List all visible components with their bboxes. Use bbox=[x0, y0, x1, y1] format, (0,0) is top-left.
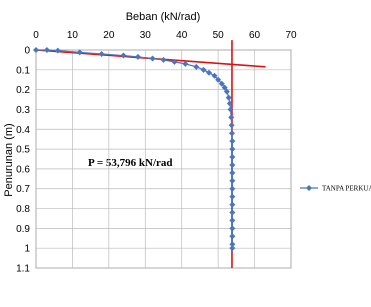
data-point bbox=[229, 177, 236, 184]
data-point bbox=[200, 66, 207, 73]
x-tick-label: 40 bbox=[176, 30, 188, 41]
y-tick-label: 0.5 bbox=[16, 145, 30, 156]
data-point bbox=[229, 193, 236, 200]
y-tick-label: 0.6 bbox=[16, 164, 30, 175]
data-point bbox=[229, 185, 236, 192]
data-point bbox=[193, 63, 200, 70]
data-point bbox=[76, 49, 83, 56]
data-point bbox=[229, 169, 236, 176]
data-point bbox=[227, 106, 234, 113]
y-tick-label: 1.1 bbox=[16, 264, 30, 275]
y-tick-label: 0.9 bbox=[16, 224, 30, 235]
x-tick-label: 0 bbox=[33, 30, 39, 41]
x-tick-label: 10 bbox=[67, 30, 79, 41]
data-point bbox=[229, 154, 236, 161]
data-point bbox=[229, 209, 236, 216]
data-point bbox=[149, 55, 156, 62]
y-axis-label: Penurunan (m) bbox=[3, 123, 15, 196]
data-point bbox=[229, 217, 236, 224]
annotation: P = 53,796 kN/rad bbox=[88, 157, 173, 169]
data-point bbox=[98, 50, 105, 57]
x-tick-label: 70 bbox=[285, 30, 297, 41]
data-point bbox=[226, 100, 233, 107]
data-point bbox=[229, 138, 236, 145]
data-point bbox=[229, 161, 236, 168]
plot-area bbox=[35, 49, 292, 269]
legend-label: TANPA PERKUATA bbox=[322, 185, 371, 193]
data-point bbox=[229, 233, 236, 240]
data-point bbox=[160, 56, 167, 63]
data-point bbox=[120, 52, 127, 59]
y-tick-label: 1 bbox=[24, 244, 30, 255]
data-point bbox=[43, 47, 50, 53]
data-point bbox=[182, 60, 189, 67]
x-tick-label: 50 bbox=[213, 30, 225, 41]
data-point bbox=[221, 84, 228, 91]
legend-marker bbox=[306, 185, 312, 191]
y-tick-label: 0.4 bbox=[16, 125, 30, 136]
data-point bbox=[225, 94, 232, 101]
data-point bbox=[206, 69, 213, 76]
data-point bbox=[229, 245, 236, 252]
data-point bbox=[229, 201, 236, 208]
data-point bbox=[229, 241, 236, 248]
x-tick-label: 20 bbox=[103, 30, 115, 41]
data-point bbox=[215, 76, 222, 83]
y-tick-label: 0 bbox=[24, 46, 30, 57]
data-point bbox=[54, 47, 61, 54]
y-tick-label: 0.3 bbox=[16, 105, 30, 116]
data-point bbox=[228, 130, 235, 137]
y-tick-label: 0.8 bbox=[16, 204, 30, 215]
x-tick-label: 30 bbox=[140, 30, 152, 41]
x-tick-label: 60 bbox=[249, 30, 261, 41]
data-point bbox=[229, 225, 236, 232]
data-point bbox=[229, 146, 236, 153]
data-point bbox=[228, 122, 235, 129]
data-point bbox=[228, 114, 235, 121]
data-point bbox=[33, 47, 39, 53]
y-tick-label: 0.1 bbox=[16, 65, 30, 76]
y-tick-label: 0.2 bbox=[16, 85, 30, 96]
series-line bbox=[36, 49, 233, 249]
data-point bbox=[135, 53, 141, 60]
data-point bbox=[218, 80, 225, 87]
data-point bbox=[211, 72, 218, 79]
y-tick-label: 0.7 bbox=[16, 184, 30, 195]
data-point bbox=[223, 88, 230, 95]
x-axis-label: Beban (kN/rad) bbox=[126, 11, 201, 23]
data-point bbox=[171, 58, 178, 65]
